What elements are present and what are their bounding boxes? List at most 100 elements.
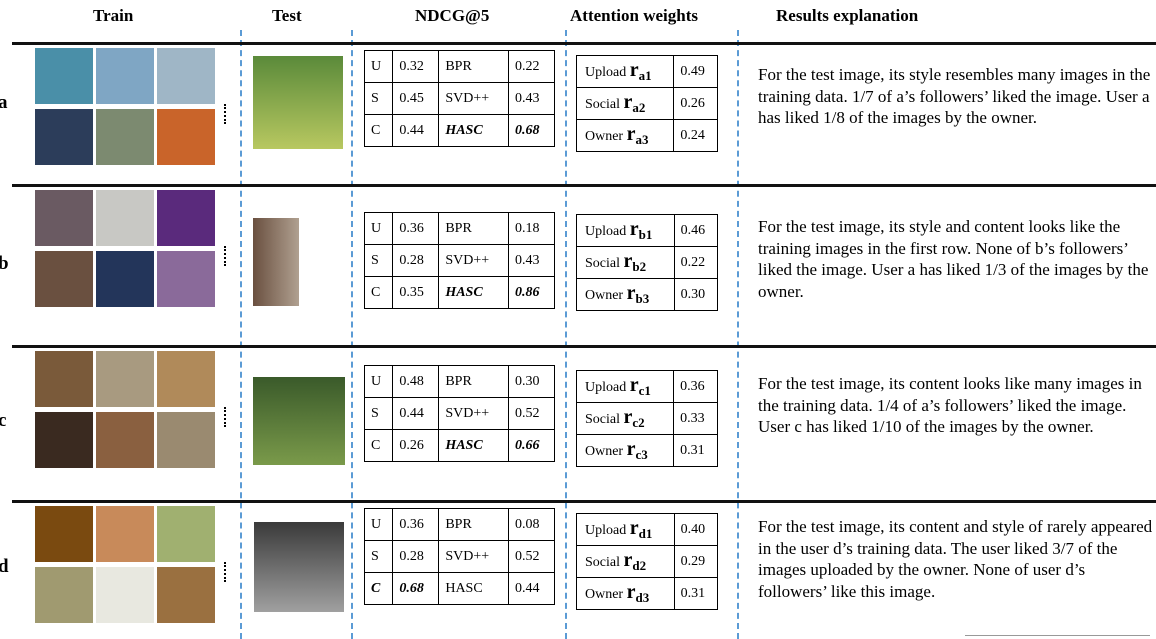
ndcg-cell: 0.45 <box>392 82 440 115</box>
attention-table: Upload rc1 0.36 Social rc2 0.33 Owner rc3 0.3… <box>575 370 718 467</box>
header-ndcg: NDCG@5 <box>415 6 490 25</box>
attention-table: Upload ra1 0.49 Social ra2 0.26 Owner ra3 0.2… <box>575 55 718 152</box>
attention-label-cell: Upload rc1 <box>575 370 675 403</box>
ndcg-cell: SVD++ <box>438 397 509 430</box>
ndcg-cell: BPR <box>438 212 509 245</box>
ndcg-cell: 0.44 <box>392 397 440 430</box>
train-image <box>96 190 154 246</box>
train-image <box>157 109 215 165</box>
train-image <box>157 567 215 623</box>
ndcg-cell: U <box>363 212 394 245</box>
attention-label: Social <box>585 97 620 113</box>
explanation: For the test image, its content and styl… <box>758 517 1153 601</box>
ndcg-cell: U <box>363 50 394 83</box>
attention-row: Upload ra1 0.49 <box>575 55 718 88</box>
train-image <box>96 109 154 165</box>
ndcg-table: U 0.32 BPR 0.22 S 0.45 SVD++ 0.43 C 0.44 HASC 0.68 <box>363 50 556 147</box>
attention-label: Upload <box>585 380 627 396</box>
ndcg-cell: 0.22 <box>507 50 556 83</box>
ndcg-table: U 0.48 BPR 0.30 S 0.44 SVD++ 0.52 C 0.26 HASC 0.66 <box>363 365 556 462</box>
attention-row: Social ra2 0.26 <box>575 87 718 120</box>
ndcg-cell: BPR <box>438 508 509 541</box>
ndcg-row: S 0.28 SVD++ 0.43 <box>363 244 556 277</box>
ndcg-row: U 0.32 BPR 0.22 <box>363 50 556 83</box>
ndcg-cell: HASC <box>438 572 509 605</box>
ndcg-cell: SVD++ <box>438 82 509 115</box>
attention-subscript: d3 <box>635 589 650 605</box>
ndcg-row: U 0.48 BPR 0.30 <box>363 365 556 398</box>
attention-row: Social rb2 0.22 <box>576 246 719 279</box>
ndcg-cell: HASC <box>438 276 509 309</box>
train-image <box>157 351 215 407</box>
attention-symbol: r <box>629 374 639 397</box>
train-image <box>35 48 93 104</box>
ndcg-cell: 0.44 <box>507 572 556 605</box>
attention-label-cell: Owner rb3 <box>576 278 675 311</box>
attention-label: Social <box>585 555 620 571</box>
train-image <box>157 251 215 307</box>
attention-subscript: c3 <box>635 446 648 462</box>
attention-symbol: r <box>629 59 639 82</box>
attention-table: Upload rd1 0.40 Social rd2 0.29 Owner rd3 0.3… <box>576 513 719 610</box>
ndcg-row: S 0.45 SVD++ 0.43 <box>363 82 556 115</box>
separator <box>565 30 567 639</box>
ndcg-cell: 0.86 <box>507 276 556 309</box>
attention-label: Owner <box>585 444 624 460</box>
attention-label: Social <box>585 256 620 272</box>
attention-label: Owner <box>585 129 624 145</box>
train-image <box>96 351 154 407</box>
ndcg-cell: 0.18 <box>507 212 556 245</box>
attention-label: Owner <box>585 288 624 304</box>
attention-value: 0.22 <box>673 246 719 279</box>
test-image <box>253 56 343 149</box>
ndcg-cell: 0.52 <box>507 540 556 573</box>
attention-symbol: r <box>626 282 636 305</box>
ndcg-cell: BPR <box>438 50 509 83</box>
explanation: For the test image, its style and conten… <box>758 217 1149 301</box>
attention-symbol: r <box>623 91 633 114</box>
row-label: a <box>0 92 8 113</box>
train-image <box>157 412 215 468</box>
ndcg-row: C 0.35 HASC 0.86 <box>363 276 556 309</box>
attention-value: 0.40 <box>673 513 719 546</box>
attention-symbol: r <box>626 123 636 146</box>
train-image <box>35 506 93 562</box>
attention-symbol: r <box>623 549 633 572</box>
attention-subscript: a1 <box>638 67 652 83</box>
ndcg-table: U 0.36 BPR 0.18 S 0.28 SVD++ 0.43 C 0.35 HASC 0.86 <box>363 212 556 309</box>
row-label: b <box>0 253 9 274</box>
attention-value: 0.24 <box>673 119 718 152</box>
ndcg-cell: S <box>363 540 394 573</box>
train-image <box>157 48 215 104</box>
ndcg-cell: C <box>363 114 394 147</box>
attention-value: 0.46 <box>673 214 719 247</box>
ndcg-cell: 0.36 <box>392 212 440 245</box>
attention-subscript: b3 <box>635 290 650 306</box>
train-image <box>96 567 154 623</box>
attention-table: Upload rb1 0.46 Social rb2 0.22 Owner rb3 0.3… <box>576 214 719 311</box>
attention-row: Owner ra3 0.24 <box>575 119 718 152</box>
attention-label-cell: Owner rc3 <box>575 434 675 467</box>
train-image <box>35 567 93 623</box>
ndcg-cell: 0.26 <box>392 429 440 462</box>
attention-value: 0.30 <box>673 278 719 311</box>
test-image <box>253 218 299 306</box>
attention-subscript: a3 <box>635 131 649 147</box>
attention-symbol: r <box>629 517 639 540</box>
ndcg-cell: S <box>363 82 394 115</box>
attention-subscript: b1 <box>638 226 653 242</box>
train-image <box>96 412 154 468</box>
attention-label: Upload <box>585 65 627 81</box>
ndcg-cell: SVD++ <box>438 244 509 277</box>
attention-label-cell: Upload rb1 <box>576 214 675 247</box>
separator <box>240 30 242 639</box>
ndcg-cell: HASC <box>438 429 509 462</box>
attention-row: Owner rb3 0.30 <box>576 278 719 311</box>
ndcg-cell: C <box>363 572 394 605</box>
attention-value: 0.36 <box>673 370 718 403</box>
ndcg-cell: SVD++ <box>438 540 509 573</box>
train-image <box>35 251 93 307</box>
test-image <box>253 377 345 465</box>
ndcg-row: S 0.44 SVD++ 0.52 <box>363 397 556 430</box>
attention-subscript: d1 <box>638 525 653 541</box>
